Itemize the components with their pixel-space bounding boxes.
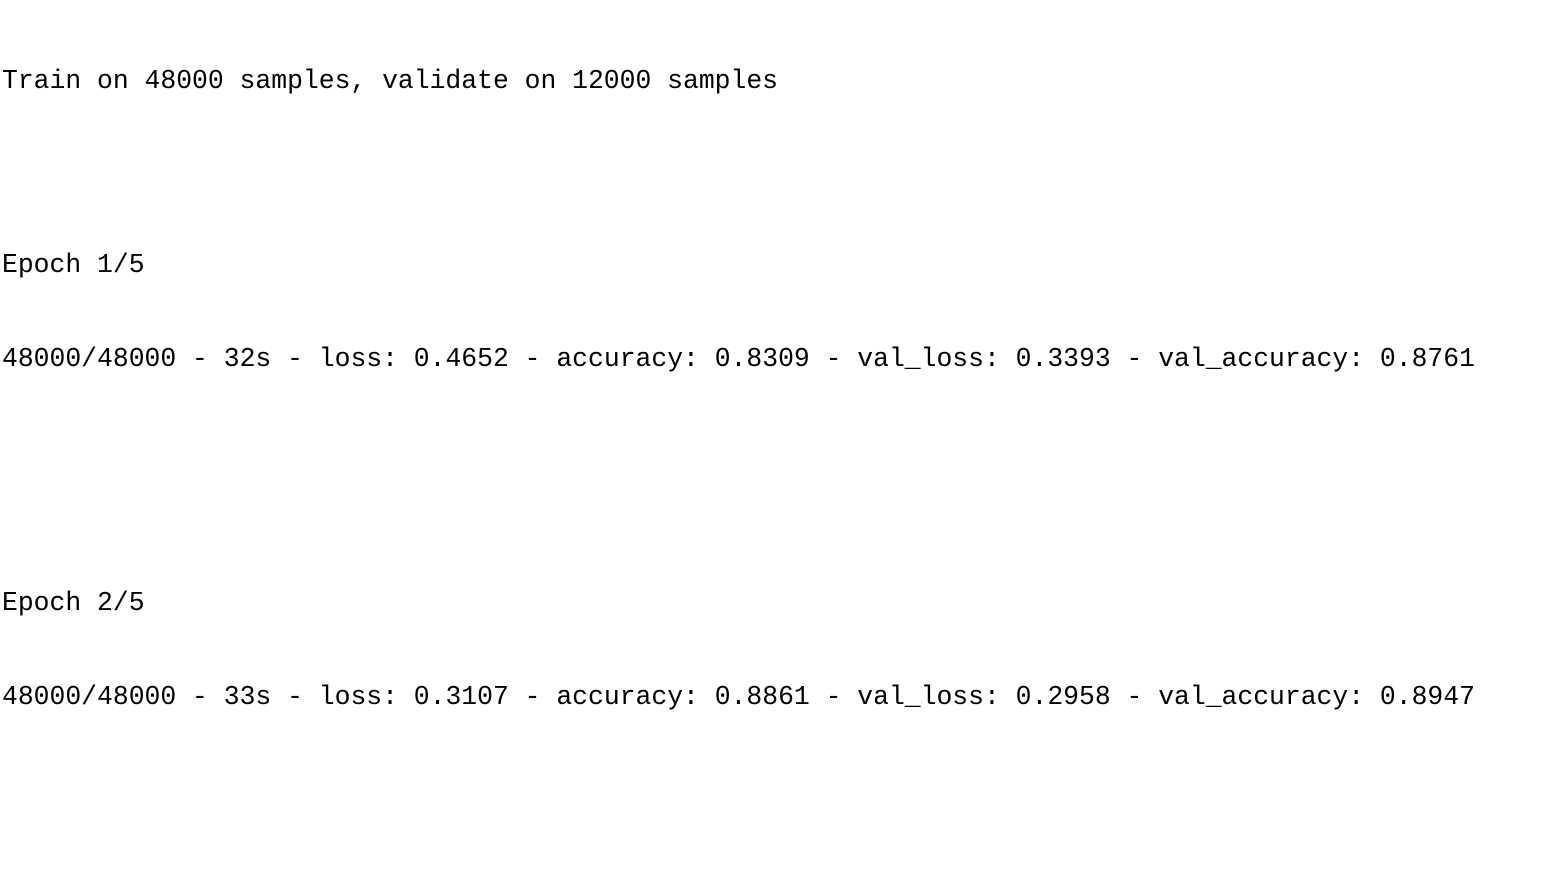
epoch-time: 33s [223, 682, 272, 712]
epoch-metrics-line: 48000/48000 - 33s - loss: 0.3107 - accur… [2, 680, 1560, 714]
accuracy-label: accuracy: [556, 682, 715, 712]
progress-count: 48000/48000 [2, 344, 177, 374]
accuracy-value: 0.8861 [714, 682, 810, 712]
separator: - [508, 344, 557, 374]
val-accuracy-label: val_accuracy: [1158, 344, 1380, 374]
separator: - [176, 344, 224, 374]
separator: - [809, 682, 858, 712]
separator: - [508, 682, 557, 712]
loss-value: 0.3107 [413, 682, 509, 712]
epoch-block-3: Epoch 3/5 48000/48000 - 34s - loss: 0.26… [2, 864, 1560, 884]
epoch-metrics-line: 48000/48000 - 32s - loss: 0.4652 - accur… [2, 342, 1560, 376]
separator: - [271, 344, 319, 374]
val-accuracy-value: 0.8761 [1379, 344, 1475, 374]
separator: - [809, 344, 858, 374]
loss-label: loss: [318, 344, 414, 374]
epoch-block-2: Epoch 2/5 48000/48000 - 33s - loss: 0.31… [2, 526, 1560, 774]
separator: - [1110, 344, 1159, 374]
val-loss-label: val_loss: [857, 682, 1016, 712]
val-loss-value: 0.2958 [1015, 682, 1111, 712]
separator: - [271, 682, 319, 712]
val-loss-value: 0.3393 [1015, 344, 1111, 374]
loss-value: 0.4652 [413, 344, 509, 374]
epoch-block-1: Epoch 1/5 48000/48000 - 32s - loss: 0.46… [2, 188, 1560, 436]
val-accuracy-value: 0.8947 [1379, 682, 1475, 712]
train-summary-line: Train on 48000 samples, validate on 1200… [2, 66, 779, 96]
accuracy-label: accuracy: [556, 344, 715, 374]
epoch-time: 32s [223, 344, 272, 374]
val-loss-label: val_loss: [857, 344, 1016, 374]
separator: - [176, 682, 224, 712]
accuracy-value: 0.8309 [714, 344, 810, 374]
console-output: Train on 48000 samples, validate on 1200… [2, 4, 1560, 884]
separator: - [1110, 682, 1159, 712]
progress-count: 48000/48000 [2, 682, 177, 712]
epoch-label: Epoch 1/5 [2, 250, 145, 280]
loss-label: loss: [318, 682, 414, 712]
val-accuracy-label: val_accuracy: [1158, 682, 1380, 712]
epoch-label: Epoch 2/5 [2, 588, 145, 618]
